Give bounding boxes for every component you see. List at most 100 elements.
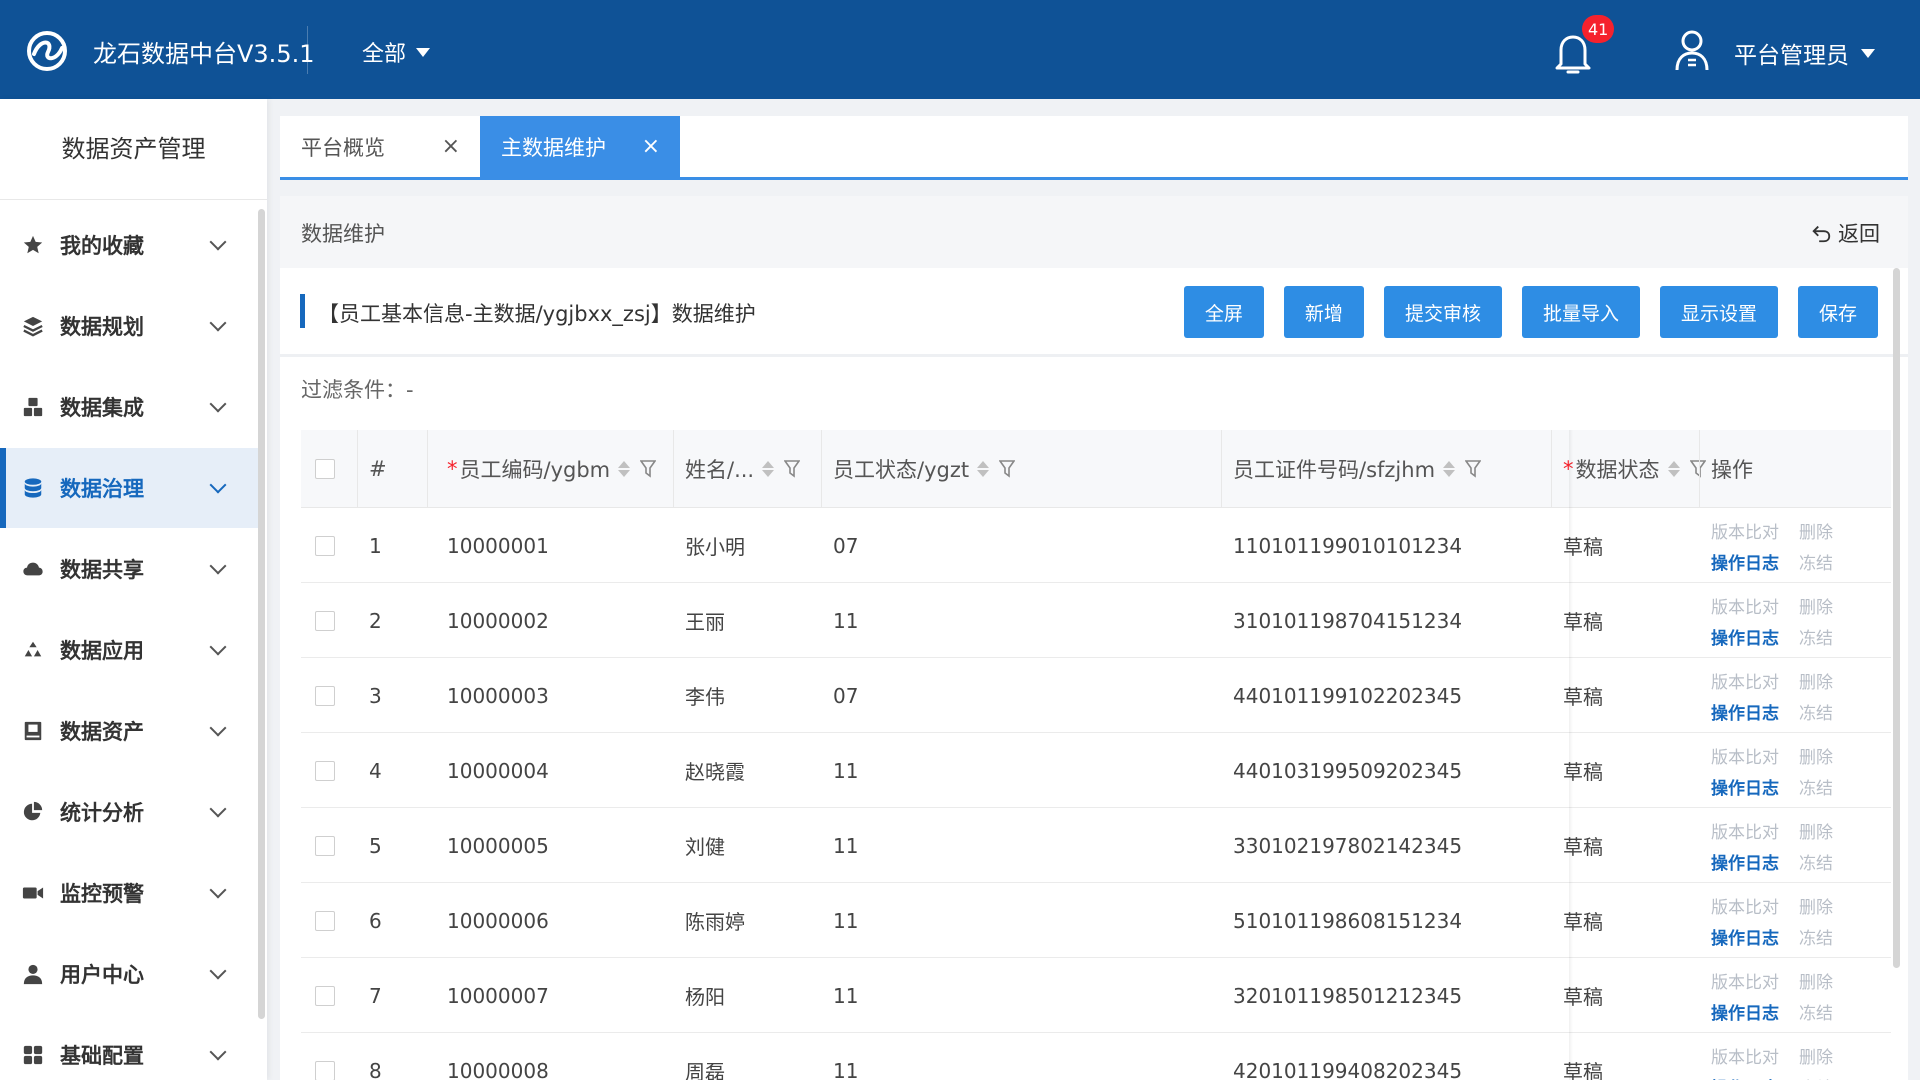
user-avatar-icon[interactable] (1674, 28, 1710, 72)
submit-review-button[interactable]: 提交审核 (1383, 286, 1502, 338)
version-compare-link[interactable]: 版本比对 (1711, 598, 1779, 618)
employee-id-number[interactable]: 440101199102202345 (1233, 683, 1463, 708)
add-button[interactable]: 新增 (1283, 286, 1364, 338)
delete-link[interactable]: 删除 (1799, 523, 1833, 543)
employee-name[interactable]: 刘健 (685, 835, 725, 859)
row-checkbox[interactable] (315, 1060, 335, 1080)
column-header-code[interactable]: * 员工编码/ygbm (447, 430, 657, 507)
close-icon[interactable]: × (641, 134, 660, 159)
column-header-name[interactable]: 姓名/... (685, 430, 801, 507)
employee-name[interactable]: 周磊 (685, 1060, 725, 1080)
employee-status[interactable]: 07 (833, 533, 859, 558)
version-compare-link[interactable]: 版本比对 (1711, 673, 1779, 693)
employee-status[interactable]: 11 (833, 983, 859, 1008)
employee-code[interactable]: 10000003 (447, 683, 549, 708)
filter-icon[interactable] (640, 459, 657, 478)
column-header-id-no[interactable]: 员工证件号码/sfzjhm (1233, 430, 1482, 507)
filter-icon[interactable] (784, 459, 801, 478)
employee-status[interactable]: 07 (833, 683, 859, 708)
employee-id-number[interactable]: 110101199010101234 (1233, 533, 1463, 558)
employee-name[interactable]: 李伟 (685, 685, 725, 709)
delete-link[interactable]: 删除 (1799, 598, 1833, 618)
fullscreen-button[interactable]: 全屏 (1183, 286, 1264, 338)
display-settings-button[interactable]: 显示设置 (1659, 286, 1778, 338)
freeze-link[interactable]: 冻结 (1799, 929, 1833, 949)
batch-import-button[interactable]: 批量导入 (1521, 286, 1640, 338)
delete-link[interactable]: 删除 (1799, 973, 1833, 993)
operation-log-link[interactable]: 操作日志 (1711, 779, 1779, 799)
column-header-status[interactable]: 员工状态/ygzt (833, 430, 1016, 507)
filter-icon[interactable] (999, 459, 1016, 478)
sidebar-item-config[interactable]: 基础配置 (0, 1015, 260, 1080)
employee-name[interactable]: 王丽 (685, 610, 725, 634)
freeze-link[interactable]: 冻结 (1799, 629, 1833, 649)
app-logo-icon[interactable] (24, 28, 70, 74)
employee-id-number[interactable]: 440103199509202345 (1233, 758, 1463, 783)
employee-code[interactable]: 10000002 (447, 608, 549, 633)
version-compare-link[interactable]: 版本比对 (1711, 523, 1779, 543)
employee-code[interactable]: 10000001 (447, 533, 549, 558)
employee-code[interactable]: 10000005 (447, 833, 549, 858)
employee-code[interactable]: 10000006 (447, 908, 549, 933)
sidebar-item-statistics[interactable]: 统计分析 (0, 772, 260, 852)
row-checkbox[interactable] (315, 760, 335, 781)
employee-status[interactable]: 11 (833, 1058, 859, 1080)
tab-platform-overview[interactable]: 平台概览 × (280, 116, 480, 177)
sidebar-item-integration[interactable]: 数据集成 (0, 367, 260, 447)
table-row[interactable]: 1 10000001 张小明 07 110101199010101234 草稿 … (301, 508, 1891, 583)
sidebar-item-sharing[interactable]: 数据共享 (0, 529, 260, 609)
employee-status[interactable]: 11 (833, 833, 859, 858)
operation-log-link[interactable]: 操作日志 (1711, 704, 1779, 724)
employee-name[interactable]: 杨阳 (685, 985, 725, 1009)
column-header-data-status[interactable]: * 数据状态 (1563, 430, 1706, 507)
table-row[interactable]: 6 10000006 陈雨婷 11 510101198608151234 草稿 … (301, 883, 1891, 958)
select-all-checkbox[interactable] (315, 458, 335, 479)
freeze-link[interactable]: 冻结 (1799, 704, 1833, 724)
filter-icon[interactable] (1465, 459, 1482, 478)
close-icon[interactable]: × (441, 134, 460, 159)
sidebar-item-governance[interactable]: 数据治理 (0, 448, 260, 528)
version-compare-link[interactable]: 版本比对 (1711, 1048, 1779, 1068)
sidebar-item-user-center[interactable]: 用户中心 (0, 934, 260, 1014)
operation-log-link[interactable]: 操作日志 (1711, 1074, 1779, 1080)
row-checkbox[interactable] (315, 685, 335, 706)
version-compare-link[interactable]: 版本比对 (1711, 823, 1779, 843)
delete-link[interactable]: 删除 (1799, 898, 1833, 918)
employee-id-number[interactable]: 420101199408202345 (1233, 1058, 1463, 1080)
employee-status[interactable]: 11 (833, 758, 859, 783)
sort-icon[interactable] (1443, 460, 1456, 477)
freeze-link[interactable]: 冻结 (1799, 1004, 1833, 1024)
table-row[interactable]: 4 10000004 赵晓霞 11 440103199509202345 草稿 … (301, 733, 1891, 808)
employee-name[interactable]: 陈雨婷 (685, 910, 745, 934)
sidebar-item-favorites[interactable]: 我的收藏 (0, 205, 260, 285)
sort-icon[interactable] (618, 460, 631, 477)
employee-code[interactable]: 10000007 (447, 983, 549, 1008)
employee-id-number[interactable]: 510101198608151234 (1233, 908, 1463, 933)
table-row[interactable]: 7 10000007 杨阳 11 320101198501212345 草稿 版… (301, 958, 1891, 1033)
sidebar-item-applications[interactable]: 数据应用 (0, 610, 260, 690)
employee-id-number[interactable]: 320101198501212345 (1233, 983, 1463, 1008)
row-checkbox[interactable] (315, 610, 335, 631)
freeze-link[interactable]: 冻结 (1799, 554, 1833, 574)
operation-log-link[interactable]: 操作日志 (1711, 554, 1779, 574)
delete-link[interactable]: 删除 (1799, 748, 1833, 768)
scope-dropdown[interactable]: 全部 (362, 36, 431, 68)
employee-name[interactable]: 张小明 (685, 535, 745, 559)
table-row[interactable]: 3 10000003 李伟 07 440101199102202345 草稿 版… (301, 658, 1891, 733)
version-compare-link[interactable]: 版本比对 (1711, 748, 1779, 768)
freeze-link[interactable]: 冻结 (1799, 1074, 1833, 1080)
employee-id-number[interactable]: 330102197802142345 (1233, 833, 1463, 858)
freeze-link[interactable]: 冻结 (1799, 854, 1833, 874)
delete-link[interactable]: 删除 (1799, 673, 1833, 693)
sort-icon[interactable] (762, 460, 775, 477)
row-checkbox[interactable] (315, 835, 335, 856)
sort-icon[interactable] (977, 460, 990, 477)
operation-log-link[interactable]: 操作日志 (1711, 854, 1779, 874)
table-row[interactable]: 8 10000008 周磊 11 420101199408202345 草稿 版… (301, 1033, 1891, 1080)
delete-link[interactable]: 删除 (1799, 823, 1833, 843)
main-scrollbar[interactable] (1893, 268, 1900, 968)
employee-status[interactable]: 11 (833, 608, 859, 633)
sidebar-item-planning[interactable]: 数据规划 (0, 286, 260, 366)
sort-icon[interactable] (1667, 460, 1680, 477)
operation-log-link[interactable]: 操作日志 (1711, 1004, 1779, 1024)
